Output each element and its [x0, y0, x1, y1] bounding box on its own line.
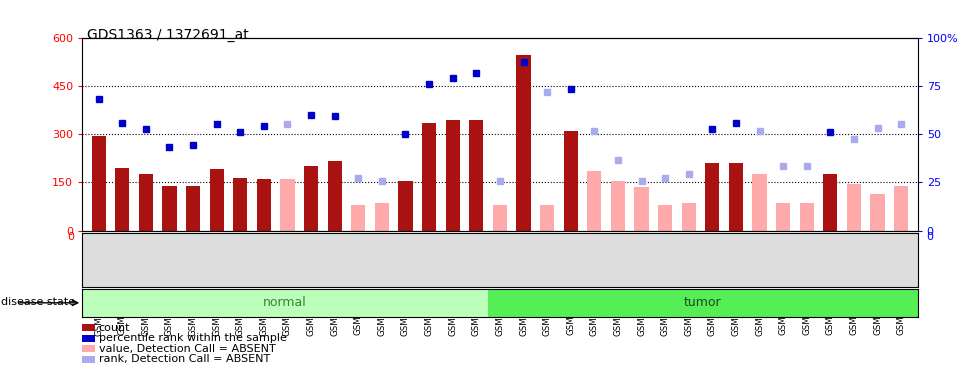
Bar [753, 174, 767, 231]
Bar [139, 174, 153, 231]
Bar [210, 170, 224, 231]
Bar [705, 163, 720, 231]
Text: 0: 0 [926, 232, 933, 243]
Bar [635, 187, 648, 231]
Bar [92, 136, 105, 231]
Bar [729, 163, 743, 231]
Bar [162, 186, 177, 231]
Bar [445, 120, 460, 231]
Bar [422, 123, 437, 231]
Bar [682, 203, 696, 231]
Text: disease state: disease state [1, 297, 75, 307]
Bar [658, 205, 672, 231]
Bar [469, 120, 483, 231]
Text: value, Detection Call = ABSENT: value, Detection Call = ABSENT [99, 344, 275, 354]
Bar [493, 205, 507, 231]
Bar [280, 179, 295, 231]
Bar [611, 181, 625, 231]
Bar [563, 131, 578, 231]
Bar [587, 171, 602, 231]
Bar [847, 184, 861, 231]
Text: 0: 0 [67, 232, 73, 243]
Bar [82, 289, 488, 317]
Bar [398, 181, 412, 231]
Bar [870, 194, 885, 231]
Text: rank, Detection Call = ABSENT: rank, Detection Call = ABSENT [99, 354, 270, 364]
Bar [257, 179, 270, 231]
Bar [186, 186, 200, 231]
Bar [540, 205, 554, 231]
Bar [488, 289, 918, 317]
Bar [352, 205, 365, 231]
Text: normal: normal [263, 296, 307, 309]
Bar [304, 166, 318, 231]
Bar [233, 177, 247, 231]
Text: percentile rank within the sample: percentile rank within the sample [99, 333, 286, 343]
Bar [327, 161, 342, 231]
Bar [517, 55, 530, 231]
Text: GDS1363 / 1372691_at: GDS1363 / 1372691_at [87, 28, 248, 42]
Text: tumor: tumor [684, 296, 722, 309]
Text: count: count [99, 323, 130, 333]
Bar [895, 186, 908, 231]
Bar [800, 203, 813, 231]
Bar [115, 168, 129, 231]
Bar [823, 174, 838, 231]
Bar [375, 203, 389, 231]
Bar [776, 203, 790, 231]
